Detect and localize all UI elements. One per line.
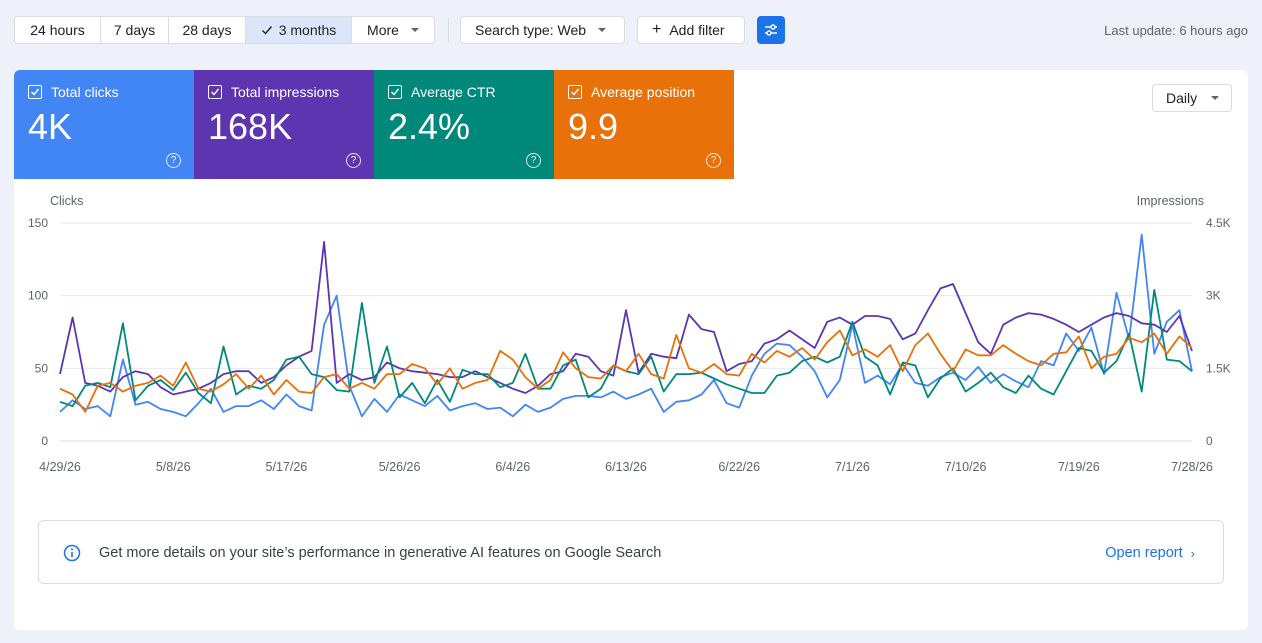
range-label: 7 days xyxy=(113,22,156,38)
metric-value: 2.4% xyxy=(388,106,471,147)
y-right-tick-label: 4.5K xyxy=(1206,216,1231,230)
chevron-right-icon: › xyxy=(1190,545,1195,561)
checkbox-icon[interactable] xyxy=(28,85,42,99)
x-tick-label: 5/26/26 xyxy=(379,460,421,474)
range-more-dropdown[interactable]: More xyxy=(352,17,434,43)
chevron-down-icon xyxy=(598,28,607,32)
last-update-text: Last update: 6 hours ago xyxy=(1104,23,1248,38)
metric-label: Average position xyxy=(591,84,696,100)
x-tick-label: 7/10/26 xyxy=(945,460,987,474)
range-label: 3 months xyxy=(278,22,337,38)
x-tick-label: 4/29/26 xyxy=(39,460,81,474)
performance-chart: 150 4.5K 100 3K 50 1.5K 0 0 Clicks Impressions 4/2… xyxy=(28,194,1231,474)
metric-total-clicks[interactable]: Total clicks 4K ? xyxy=(14,70,194,179)
metric-value: 9.9 xyxy=(568,106,619,147)
chevron-down-icon xyxy=(1211,96,1220,100)
range-3-months[interactable]: 3 months xyxy=(246,17,352,43)
range-label: 24 hours xyxy=(30,22,85,38)
checkbox-icon[interactable] xyxy=(568,85,582,99)
y-right-tick-label: 3K xyxy=(1206,289,1221,303)
banner-text: Get more details on your site’s performa… xyxy=(99,545,662,561)
performance-card: Total clicks 4K ? Total impressions 168K… xyxy=(14,70,1248,630)
metric-value: 168K xyxy=(208,106,293,147)
series-line-total-clicks xyxy=(59,233,1193,418)
metric-average-position[interactable]: Average position 9.9 ? xyxy=(554,70,734,179)
toolbar: 24 hours 7 days 28 days 3 months More Se… xyxy=(14,16,1248,44)
metric-total-impressions[interactable]: Total impressions 168K ? xyxy=(194,70,374,179)
x-tick-label: 5/8/26 xyxy=(156,460,191,474)
help-icon[interactable]: ? xyxy=(346,153,361,168)
y-right-axis-title: Impressions xyxy=(1137,194,1204,208)
series-line-average-ctr xyxy=(59,288,1193,408)
checkbox-icon[interactable] xyxy=(388,85,402,99)
check-icon xyxy=(261,26,272,35)
x-tick-label: 6/13/26 xyxy=(605,460,647,474)
x-tick-label: 7/19/26 xyxy=(1058,460,1100,474)
y-left-tick-label: 150 xyxy=(28,216,48,230)
x-tick-label: 6/4/26 xyxy=(495,460,530,474)
granularity-dropdown[interactable]: Daily xyxy=(1152,84,1232,112)
info-icon xyxy=(63,544,81,562)
metric-average-ctr[interactable]: Average CTR 2.4% ? xyxy=(374,70,554,179)
y-left-axis-title: Clicks xyxy=(50,194,83,208)
range-label: More xyxy=(367,22,399,38)
checkbox-icon[interactable] xyxy=(208,85,222,99)
x-tick-label: 5/17/26 xyxy=(266,460,308,474)
y-left-tick-label: 50 xyxy=(35,361,49,375)
sliders-icon xyxy=(765,24,777,36)
open-report-label: Open report xyxy=(1105,545,1183,561)
range-label: 28 days xyxy=(182,22,232,38)
chevron-down-icon xyxy=(410,28,419,32)
search-type-dropdown[interactable]: Search type: Web xyxy=(460,16,625,44)
granularity-label: Daily xyxy=(1166,90,1198,106)
y-left-tick-label: 0 xyxy=(41,434,48,448)
metric-label: Total clicks xyxy=(51,84,119,100)
series-line-total-impressions xyxy=(59,240,1193,396)
ai-features-banner: Get more details on your site’s performa… xyxy=(38,520,1224,584)
toolbar-divider xyxy=(448,18,449,42)
metric-label: Average CTR xyxy=(411,84,496,100)
x-tick-label: 7/1/26 xyxy=(835,460,870,474)
metric-value: 4K xyxy=(28,106,73,147)
open-report-link[interactable]: Open report › xyxy=(1105,545,1195,561)
x-tick-label: 7/28/26 xyxy=(1171,460,1213,474)
add-filter-label: Add filter xyxy=(669,22,725,38)
help-icon[interactable]: ? xyxy=(706,153,721,168)
tune-settings-button[interactable] xyxy=(757,16,785,44)
y-right-tick-label: 1.5K xyxy=(1206,361,1231,375)
plus-icon: + xyxy=(652,21,662,38)
series-line-average-position xyxy=(59,329,1193,413)
range-7-days[interactable]: 7 days xyxy=(101,17,169,43)
search-type-label: Search type: Web xyxy=(475,22,587,38)
add-filter-button[interactable]: + Add filter xyxy=(637,16,745,44)
y-right-tick-label: 0 xyxy=(1206,434,1213,448)
range-24-hours[interactable]: 24 hours xyxy=(15,17,101,43)
help-icon[interactable]: ? xyxy=(526,153,541,168)
y-left-tick-label: 100 xyxy=(28,289,48,303)
range-28-days[interactable]: 28 days xyxy=(169,17,246,43)
x-tick-label: 6/22/26 xyxy=(718,460,760,474)
metric-label: Total impressions xyxy=(231,84,340,100)
date-range-selector: 24 hours 7 days 28 days 3 months More xyxy=(14,16,435,44)
help-icon[interactable]: ? xyxy=(166,153,181,168)
